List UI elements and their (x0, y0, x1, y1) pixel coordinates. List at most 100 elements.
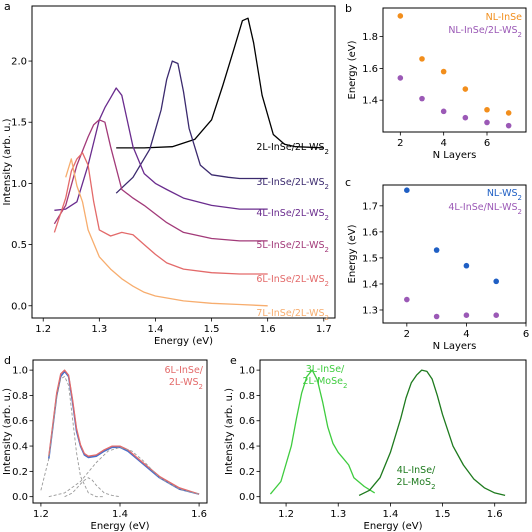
x-tick-label: 1.2 (33, 509, 49, 520)
y-tick-label: 1.7 (362, 201, 378, 212)
panel-a: 1.2 1.3 1.4 1.5 1.6 1.7 0.0 0.5 1.0 1.5 2.0 Energy … (2, 5, 336, 347)
axes-frame (382, 184, 527, 324)
x-tick-label: 1.6 (260, 324, 276, 335)
y-axis-label: Intensity (arb. u.) (224, 388, 235, 475)
y-tick-label: 0.8 (12, 391, 28, 402)
legend-entry: NL-WS2 (487, 188, 522, 202)
x-tick-label: 1.2 (35, 324, 51, 335)
scatter-point (433, 313, 440, 320)
series-line-fit (48, 369, 200, 495)
x-tick-label: 2 (397, 138, 403, 149)
y-tick-label: 0.8 (239, 391, 255, 402)
series-label: 5L-InSe/2L-WS2 (256, 240, 329, 254)
scatter-point (505, 110, 512, 116)
y-tick-label: 0.5 (11, 240, 27, 251)
scatter-point (484, 106, 490, 113)
series-line-peak-3 (48, 446, 200, 498)
scatter-point (463, 262, 470, 269)
axes-frame (31, 5, 336, 319)
x-tick-label: 1.4 (112, 509, 128, 520)
x-tick-label: 1.3 (330, 509, 346, 520)
y-tick-label: 2.0 (11, 57, 27, 68)
y-tick-label: 0.6 (12, 416, 28, 427)
x-tick-label: 1.4 (382, 509, 398, 520)
series-line-1 (358, 369, 506, 497)
legend-entry: 4L-InSe/NL-WS2 (448, 202, 522, 216)
x-tick-label: 1.3 (91, 324, 107, 335)
series-label: 3L-InSe/2L-WS2 (256, 177, 329, 191)
x-tick-label: 6 (484, 138, 490, 149)
x-axis-label: Energy (eV) (91, 521, 150, 532)
y-tick-label: 1.4 (362, 96, 378, 107)
y-tick-label: 1.5 (11, 118, 27, 129)
y-tick-label: 1.3 (362, 305, 378, 316)
scatter-point (404, 187, 410, 194)
legend-entry: NL-InSe/2L-WS2 (448, 25, 522, 39)
scatter-point (440, 108, 447, 115)
x-tick-label: 1.5 (435, 509, 451, 520)
series-line-peak-2 (64, 477, 121, 498)
x-axis-label: Energy (eV) (364, 521, 423, 532)
x-axis-label: Energy (eV) (154, 336, 213, 347)
y-tick-label: 1.8 (362, 32, 378, 43)
series-label: 3L-InSe/ (306, 364, 345, 375)
scatter-point (505, 122, 512, 129)
scatter-point (419, 95, 425, 102)
y-tick-label: 1.4 (362, 279, 378, 290)
y-tick-label: 1.0 (239, 366, 255, 377)
y-tick-label: 0.0 (11, 301, 27, 312)
series-label: 2L-InSe/2L-WS2 (256, 142, 329, 156)
series-line-7L (65, 158, 268, 307)
scatter-point (404, 296, 410, 303)
series-line-data (48, 370, 200, 495)
panel-e: 1.2 1.3 1.4 1.5 1.6 0.0 0.2 0.4 0.6 0.8 1.0 Energy … (224, 359, 527, 532)
series-line-peak-1 (40, 376, 105, 498)
series-label: 2L-MoSe2 (303, 376, 348, 390)
y-axis-label: Energy (eV) (347, 40, 358, 99)
x-tick-label: 4 (463, 329, 469, 340)
legend-entry: NL-InSe (486, 12, 523, 23)
series-line-2L (116, 17, 324, 149)
y-tick-label: 1.6 (362, 64, 378, 75)
y-tick-label: 0.0 (12, 492, 28, 503)
panel-letter-e: e (230, 354, 237, 367)
scatter-point (462, 114, 469, 121)
panel-letter-d: d (4, 354, 11, 367)
y-tick-label: 1.6 (362, 227, 378, 238)
x-tick-label: 1.7 (316, 324, 332, 335)
series-line-5L (53, 119, 268, 242)
panel-letter-b: b (345, 2, 352, 15)
series-label: 4L-InSe/2L-WS2 (256, 208, 329, 222)
scatter-point (440, 68, 447, 75)
scatter-point (493, 278, 500, 285)
series-line-6L (53, 152, 268, 275)
x-axis-label: N Layers (433, 341, 477, 352)
panel-label: 6L-InSe/ (165, 365, 204, 376)
scatter-point (463, 312, 470, 318)
panel-b: 2 4 6 1.4 1.6 1.8 N Layers Energy (eV) NL-InSe NL… (347, 7, 527, 161)
scatter-point (419, 56, 425, 62)
series-label: 2L-MoS2 (396, 477, 435, 491)
series-line-4L (54, 87, 268, 211)
panel-d: 1.2 1.4 1.6 0.0 0.2 0.4 0.6 0.8 1.0 Energy (eV) In… (2, 359, 208, 532)
panel-letter-a: a (4, 0, 11, 13)
y-tick-label: 0.6 (239, 416, 255, 427)
x-tick-label: 1.4 (147, 324, 163, 335)
y-tick-label: 0.0 (239, 492, 255, 503)
series-label: 6L-InSe/2L-WS2 (256, 274, 329, 288)
scatter-point (493, 312, 500, 318)
y-tick-label: 0.2 (12, 467, 28, 478)
x-axis-label: N Layers (433, 150, 477, 161)
y-axis-label: Energy (eV) (347, 224, 358, 283)
y-tick-label: 0.4 (239, 442, 255, 453)
x-tick-label: 1.6 (191, 509, 207, 520)
scatter-point (433, 247, 440, 253)
axes-frame (382, 7, 527, 133)
y-tick-label: 0.2 (239, 467, 255, 478)
axes-frame (259, 359, 527, 504)
panel-label: 2L-WS2 (169, 377, 203, 391)
x-tick-label: 1.5 (204, 324, 220, 335)
y-tick-label: 0.4 (12, 442, 28, 453)
scatter-point (397, 13, 404, 19)
